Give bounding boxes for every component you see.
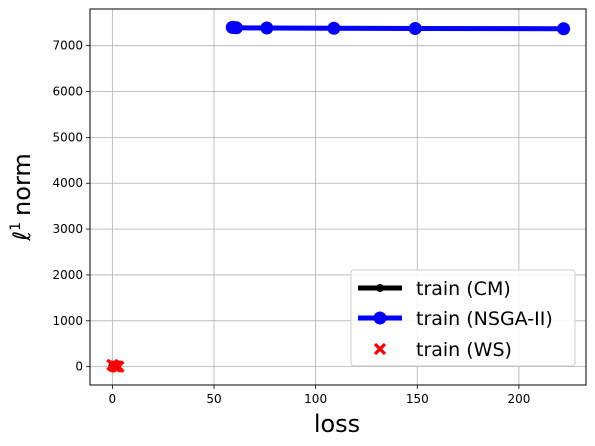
series-nsga-point xyxy=(327,21,341,35)
y-tick-label: 3000 xyxy=(52,222,83,236)
legend-marker-cm xyxy=(376,284,384,292)
x-tick-label: 150 xyxy=(406,392,429,406)
series-nsga-point xyxy=(408,21,422,35)
series-nsga-line xyxy=(232,24,564,32)
legend-marker-nsga xyxy=(373,311,387,325)
y-axis-title-text: norm xyxy=(8,153,36,216)
x-tick-label: 100 xyxy=(304,392,327,406)
y-tick-label: 5000 xyxy=(52,130,83,144)
y-axis-title-prefix: ℓ xyxy=(8,231,36,242)
ticks: 0 50 100 150 2000100020003000400050006000700… xyxy=(52,39,530,406)
legend-label-ws: train (WS) xyxy=(416,339,512,361)
legend-box xyxy=(350,269,576,367)
y-axis-title: ℓ1 norm xyxy=(8,153,36,242)
y-tick-label: 4000 xyxy=(52,176,83,190)
plot-frame xyxy=(89,8,587,386)
y-tick-label: 0 xyxy=(75,360,83,374)
legend-label-nsga: train (NSGA-II) xyxy=(416,308,553,330)
y-axis-title-sup: 1 xyxy=(8,222,24,231)
x-tick-label: 0 xyxy=(109,392,117,406)
x-tick-label: 200 xyxy=(507,392,530,406)
series-nsga-point xyxy=(229,21,243,35)
x-tick-label: 50 xyxy=(206,392,221,406)
grid xyxy=(90,9,586,385)
y-tick-label: 1000 xyxy=(52,314,83,328)
y-tick-label: 7000 xyxy=(52,39,83,53)
legend-label-cm: train (CM) xyxy=(416,278,511,300)
legend-marker-ws xyxy=(373,342,387,356)
series-nsga-point xyxy=(260,21,274,35)
series-ws-point xyxy=(112,360,125,373)
y-tick-label: 6000 xyxy=(52,85,83,99)
x-axis-title: loss xyxy=(314,410,360,438)
series-nsga-point xyxy=(557,22,571,36)
legend: train (CM) train (NSGA-II) train (WS) xyxy=(350,269,576,367)
series-layer xyxy=(106,20,571,373)
y-tick-label: 2000 xyxy=(52,268,83,282)
